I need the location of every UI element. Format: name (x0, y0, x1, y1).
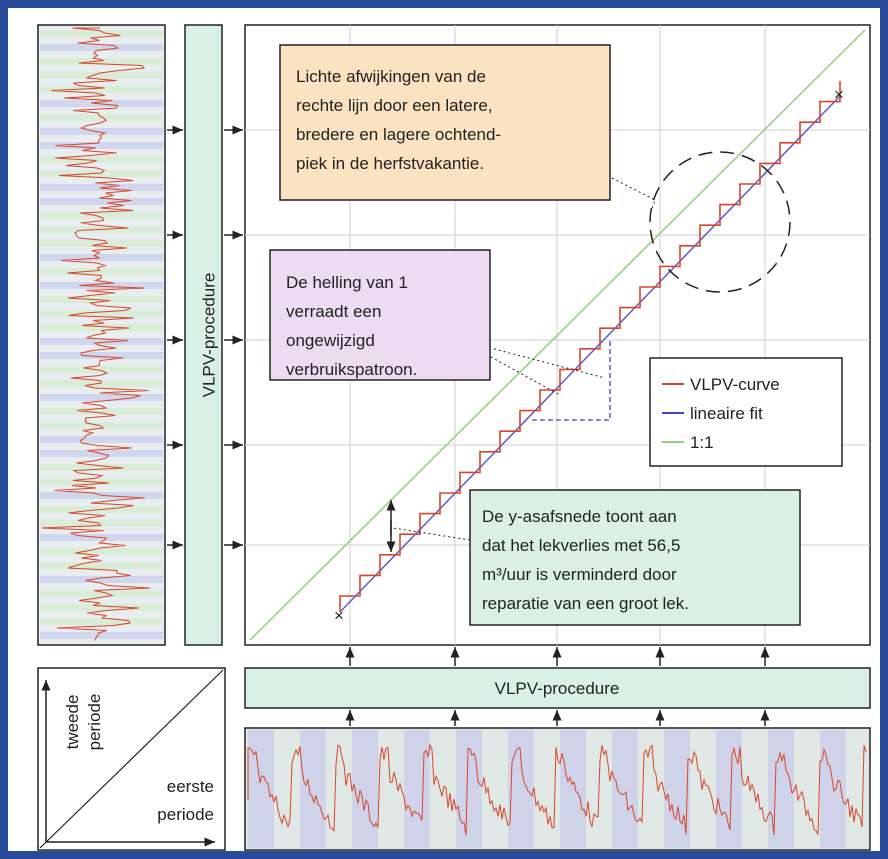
annotation-line: Lichte afwijkingen van de (296, 67, 486, 86)
axis-key-diagonal (39, 669, 224, 849)
axis-key-label: periode (85, 694, 104, 751)
band (40, 436, 163, 443)
annotation-box (469, 489, 801, 626)
band (508, 730, 534, 848)
pointer (611, 177, 656, 216)
annotation-line: verbruikspatroon. (286, 360, 417, 379)
annotation-box (279, 44, 611, 201)
band (40, 408, 163, 415)
band (40, 590, 163, 597)
deviation-circle (649, 151, 791, 293)
band (40, 324, 163, 331)
axis-key-label: eerste (167, 777, 214, 796)
annotation-line: reparatie van een groot lek. (482, 594, 689, 613)
procedure-box-vertical (184, 24, 223, 646)
band (560, 730, 586, 848)
band (40, 58, 163, 65)
band (40, 310, 163, 317)
band (40, 128, 163, 135)
annotation-line: piek in de herfstvakantie. (296, 154, 484, 173)
annotation-line: rechte lijn door een latere, (296, 96, 493, 115)
procedure-label: VLPV-procedure (495, 679, 620, 698)
band (40, 156, 163, 163)
band (820, 730, 846, 848)
band (404, 730, 430, 848)
band (40, 338, 163, 345)
band (40, 30, 163, 37)
linear-fit-line (339, 95, 841, 613)
annotation-line: bredere en lagere ochtend- (296, 125, 501, 144)
band (40, 562, 163, 569)
band (40, 114, 163, 121)
procedure-box-horizontal (244, 667, 871, 709)
band (40, 212, 163, 219)
band (40, 254, 163, 261)
band (40, 394, 163, 401)
band (40, 464, 163, 471)
one-to-one-line (249, 29, 866, 641)
band (40, 380, 163, 387)
axis-key-label: periode (157, 805, 214, 824)
annotation-line: m³/uur is verminderd door (482, 565, 677, 584)
band (40, 352, 163, 359)
band (40, 142, 163, 149)
band (248, 730, 274, 848)
end-marker: × (834, 85, 844, 104)
annotation-line: verraadt een (286, 302, 381, 321)
band (40, 520, 163, 527)
band (40, 44, 163, 51)
band (40, 170, 163, 177)
bottom-series-panel (244, 727, 871, 851)
band (40, 198, 163, 205)
band (612, 730, 638, 848)
band (40, 478, 163, 485)
band (40, 366, 163, 373)
band (40, 72, 163, 79)
end-marker: × (334, 606, 344, 625)
bottom-trace (247, 743, 867, 836)
left-series (40, 27, 163, 641)
annotation-box (269, 249, 491, 381)
legend-label: 1:1 (690, 433, 714, 452)
band (716, 730, 742, 848)
annotation-line: ongewijzigd (286, 331, 375, 350)
annotation-line: De y-asafsnede toont aan (482, 507, 677, 526)
band (40, 422, 163, 429)
band (40, 618, 163, 625)
procedure-label: VLPV-procedure (199, 273, 218, 398)
band (40, 86, 163, 93)
band (40, 576, 163, 583)
band (40, 548, 163, 555)
bottom-series (247, 730, 867, 848)
band (40, 632, 163, 639)
annotation-line: dat het lekverlies met 56,5 (482, 536, 680, 555)
legend-label: VLPV-curve (690, 375, 780, 394)
axis-key-label: tweede (63, 695, 82, 750)
pointer (459, 339, 606, 396)
band (352, 730, 378, 848)
vlpv-curve (339, 81, 841, 612)
band (40, 604, 163, 611)
annotation-line: De helling van 1 (286, 273, 408, 292)
slope-triangle (532, 340, 611, 421)
left-trace (41, 27, 151, 641)
band (40, 268, 163, 275)
band (40, 282, 163, 289)
legend-label: lineaire fit (690, 404, 763, 423)
band (456, 730, 482, 848)
band (768, 730, 794, 848)
band (300, 730, 326, 848)
